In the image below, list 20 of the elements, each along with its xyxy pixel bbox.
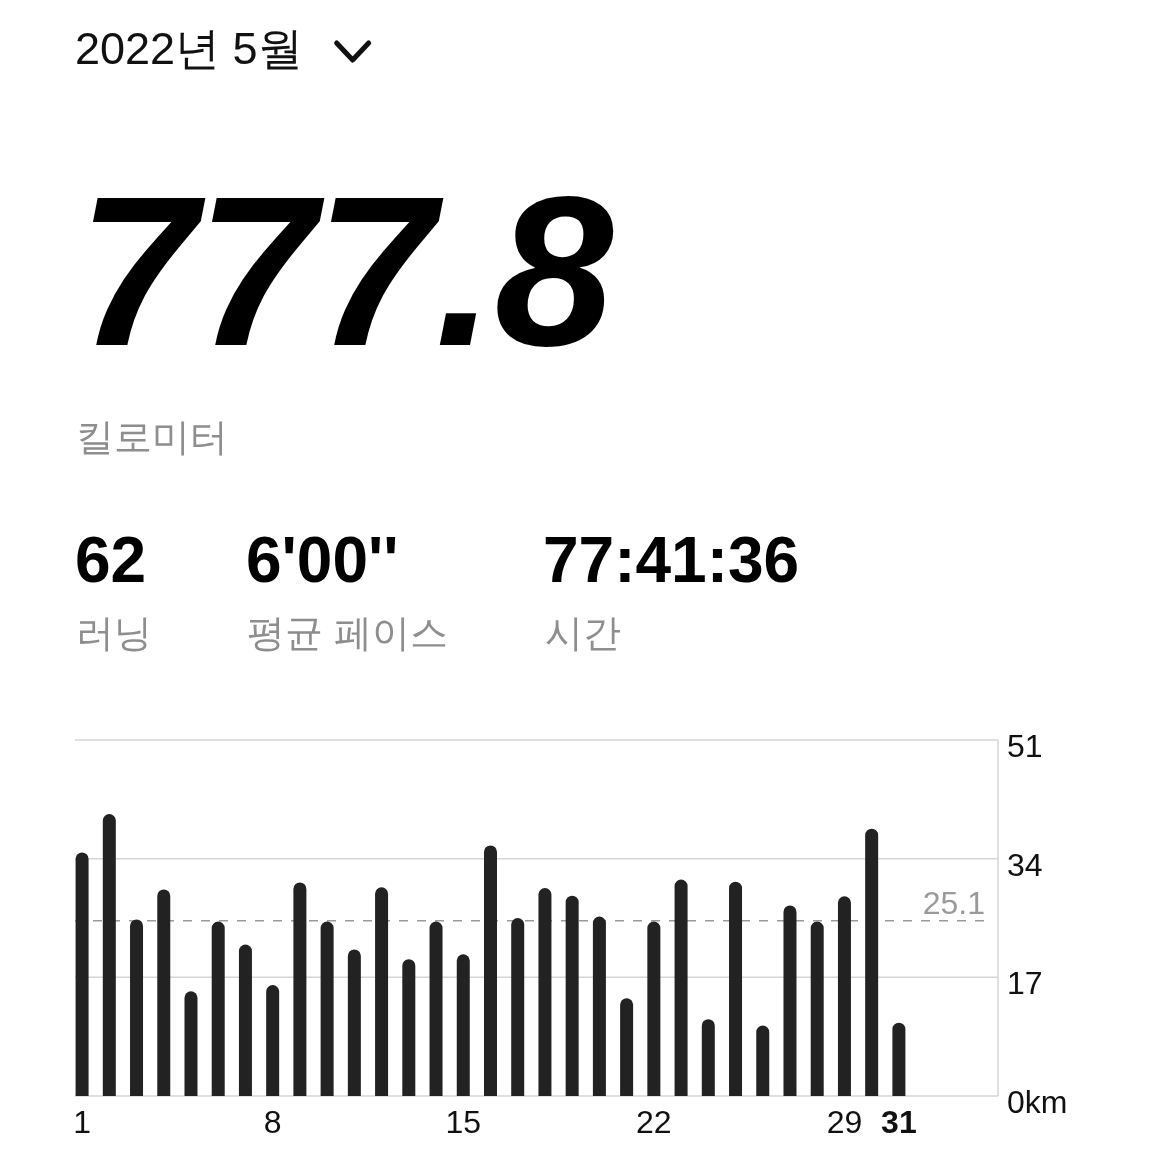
title: 2022년 5월 bbox=[75, 23, 303, 74]
annotation: 6'00'' bbox=[246, 524, 399, 596]
x-tick-label: 1 bbox=[73, 1104, 91, 1140]
annotation: 평균 페이스 bbox=[247, 612, 448, 654]
ref-line-label: 25.1 bbox=[922, 884, 985, 921]
x-tick-label: 29 bbox=[826, 1104, 863, 1140]
annotation: 77:41:36 bbox=[543, 524, 800, 596]
x-tick-label: 22 bbox=[636, 1104, 672, 1140]
annotation: 러닝 bbox=[76, 612, 152, 654]
y-tick-label: 51 bbox=[1007, 728, 1043, 764]
y-tick-label: 17 bbox=[1007, 965, 1043, 1002]
annotation: 62 bbox=[75, 524, 147, 596]
x-tick-label: 31 bbox=[881, 1104, 917, 1140]
y-tick-label: 34 bbox=[1007, 846, 1043, 883]
annotation: 777.8 bbox=[78, 151, 614, 390]
annotation: 시간 bbox=[545, 612, 621, 654]
y-tick-label: 0km bbox=[1007, 1084, 1068, 1120]
x-tick-label: 15 bbox=[445, 1104, 482, 1140]
annotation: 킬로미터 bbox=[76, 416, 228, 458]
x-tick-label: 8 bbox=[263, 1104, 282, 1140]
